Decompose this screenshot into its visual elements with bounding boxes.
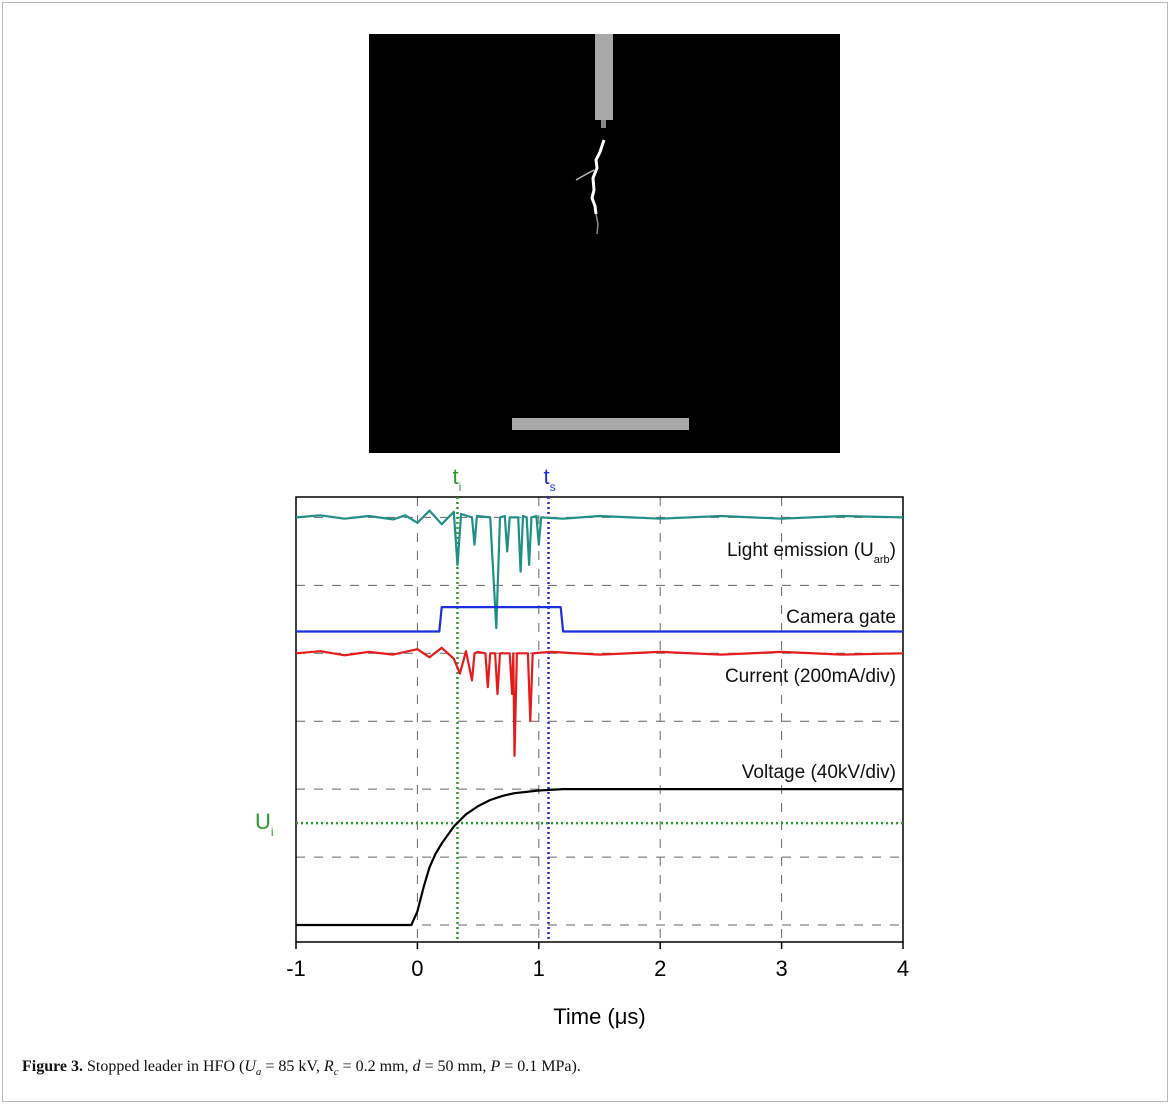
trace bbox=[295, 509, 904, 630]
caption-text: Stopped leader in HFO ( bbox=[83, 1058, 245, 1075]
caption-symbol: R bbox=[323, 1058, 334, 1075]
caption-label: Figure 3. bbox=[22, 1058, 84, 1075]
marker-label: ts bbox=[544, 464, 556, 494]
trace bbox=[296, 606, 903, 633]
caption: Figure 3. Stopped leader in HFO (Ua = 85… bbox=[22, 1058, 581, 1078]
marker-symbol: t bbox=[544, 464, 550, 489]
caption-text: = 85 kV, bbox=[261, 1058, 324, 1075]
caption-text: = 0.1 MPa). bbox=[500, 1058, 581, 1075]
photo bbox=[369, 34, 840, 453]
caption-symbol: d bbox=[412, 1058, 421, 1075]
marker-label: Ui bbox=[255, 809, 274, 839]
caption-text: = 0.2 mm, bbox=[338, 1058, 413, 1075]
x-tick-label: 0 bbox=[411, 956, 423, 981]
trace-label: Camera gate bbox=[786, 607, 896, 628]
marker-label: ti bbox=[452, 464, 461, 494]
marker-symbol: U bbox=[255, 809, 271, 834]
caption-sub: c bbox=[333, 1066, 339, 1079]
caption-symbol: P bbox=[490, 1058, 501, 1075]
trace-name-sub: arb bbox=[874, 554, 890, 566]
x-tick-label: 1 bbox=[533, 956, 545, 981]
trace-name: Camera gate bbox=[786, 607, 896, 628]
trace-name: Current (200mA/div) bbox=[725, 666, 896, 687]
trace-name: Voltage (40kV/div) bbox=[742, 762, 896, 783]
trace-label: Current (200mA/div) bbox=[725, 666, 896, 687]
marker-sub: i bbox=[271, 825, 274, 839]
x-tick-label: 2 bbox=[654, 956, 666, 981]
trace-name-end: ) bbox=[890, 540, 896, 561]
marker-symbol: t bbox=[452, 464, 458, 489]
marker-sub: s bbox=[550, 480, 556, 494]
plot-frame bbox=[295, 496, 904, 943]
x-tick-label: 4 bbox=[897, 956, 909, 981]
trace bbox=[295, 646, 904, 757]
caption-sub: a bbox=[255, 1066, 262, 1079]
trace-label: Voltage (40kV/div) bbox=[742, 762, 896, 783]
marker-sub: i bbox=[459, 480, 462, 494]
trace-label: Light emission (Uarb) bbox=[727, 540, 896, 566]
x-tick-label: 3 bbox=[775, 956, 787, 981]
caption-symbol: U bbox=[244, 1058, 256, 1075]
trace-name: Light emission (U bbox=[727, 540, 874, 561]
x-tick-label: -1 bbox=[286, 956, 306, 981]
x-axis-label: Time (μs) bbox=[553, 1004, 646, 1029]
caption-text: = 50 mm, bbox=[420, 1058, 491, 1075]
trace bbox=[296, 788, 903, 927]
